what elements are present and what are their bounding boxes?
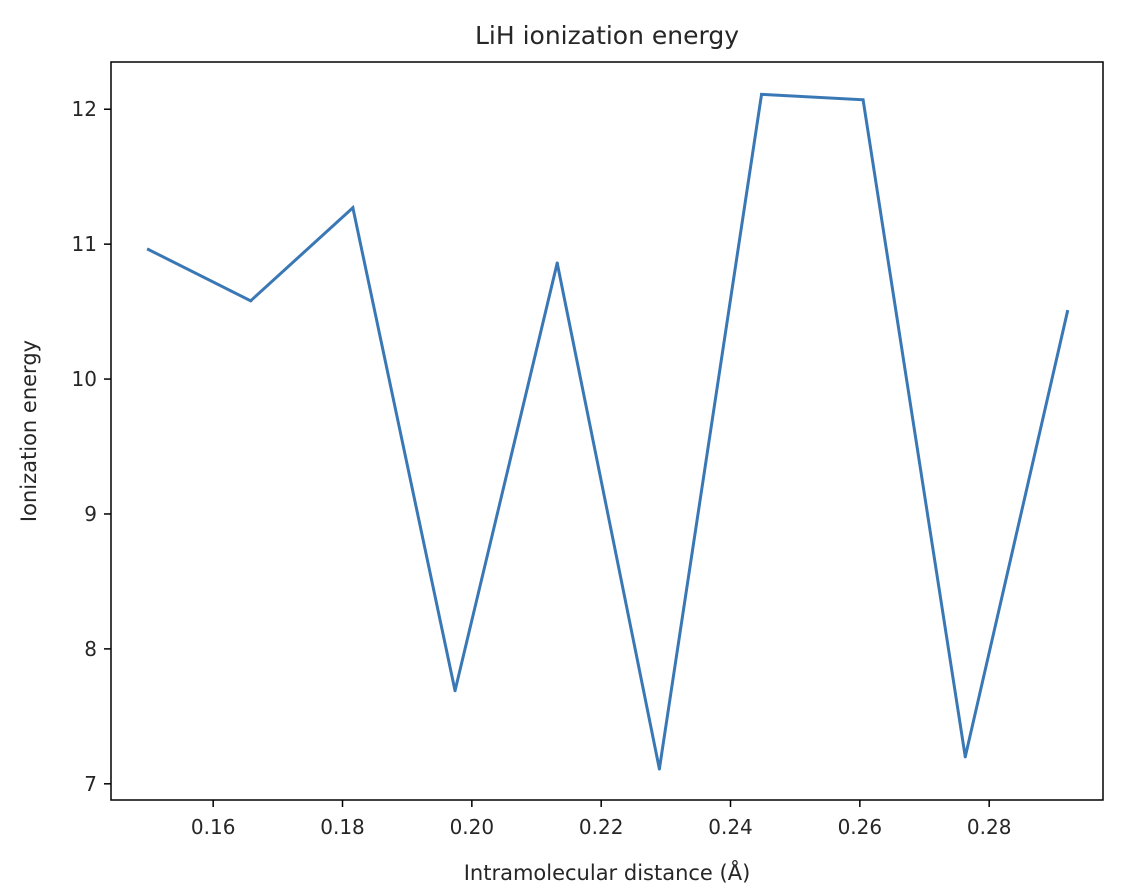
plot-frame bbox=[110, 61, 1104, 801]
x-axis-ticks: 0.16 0.18 0.20 0.22 0.24 0.26 0.28 bbox=[191, 800, 1012, 839]
chart-title: LiH ionization energy bbox=[475, 21, 739, 50]
series-line bbox=[146, 92, 1070, 770]
y-tick-label: 7 bbox=[84, 772, 97, 796]
x-tick-label: 0.24 bbox=[708, 815, 753, 839]
x-axis-label: Intramolecular distance (Å) bbox=[464, 859, 751, 885]
data-point bbox=[147, 248, 151, 252]
data-point bbox=[555, 261, 559, 265]
data-point bbox=[453, 689, 457, 693]
x-tick-label: 0.18 bbox=[320, 815, 365, 839]
y-tick-label: 9 bbox=[84, 502, 97, 526]
plot-area bbox=[110, 61, 1104, 801]
y-tick-label: 11 bbox=[72, 232, 97, 256]
x-tick-label: 0.28 bbox=[967, 815, 1012, 839]
data-point bbox=[963, 755, 967, 759]
data-point bbox=[861, 98, 865, 102]
data-point bbox=[1065, 310, 1069, 314]
data-point bbox=[760, 92, 764, 96]
y-tick-label: 10 bbox=[72, 367, 97, 391]
data-point bbox=[249, 299, 253, 303]
y-tick-label: 8 bbox=[84, 637, 97, 661]
x-tick-label: 0.20 bbox=[450, 815, 495, 839]
x-tick-label: 0.26 bbox=[838, 815, 883, 839]
y-axis-label: Ionization energy bbox=[17, 340, 41, 522]
y-tick-label: 12 bbox=[72, 97, 97, 121]
x-tick-label: 0.16 bbox=[191, 815, 236, 839]
x-tick-label: 0.22 bbox=[579, 815, 624, 839]
data-point bbox=[351, 206, 355, 210]
y-axis-ticks: 7 8 9 10 11 12 bbox=[72, 97, 111, 796]
data-point bbox=[657, 767, 661, 771]
